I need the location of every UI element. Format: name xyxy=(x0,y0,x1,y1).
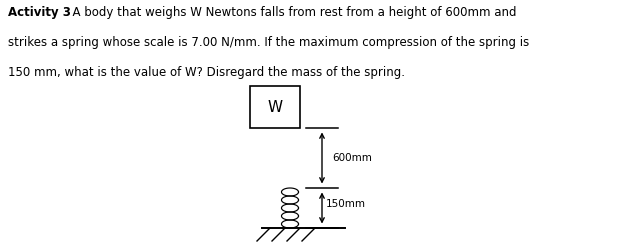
Text: Activity 3: Activity 3 xyxy=(8,6,71,19)
Text: 150mm: 150mm xyxy=(326,199,366,209)
Text: W: W xyxy=(268,99,283,114)
Bar xyxy=(250,86,300,128)
Text: strikes a spring whose scale is 7.00 N/mm. If the maximum compression of the spr: strikes a spring whose scale is 7.00 N/m… xyxy=(8,36,529,49)
Text: 150 mm, what is the value of W? Disregard the mass of the spring.: 150 mm, what is the value of W? Disregar… xyxy=(8,66,405,79)
Text: 600mm: 600mm xyxy=(332,153,372,163)
Text: . A body that weighs W Newtons falls from rest from a height of 600mm and: . A body that weighs W Newtons falls fro… xyxy=(66,6,517,19)
